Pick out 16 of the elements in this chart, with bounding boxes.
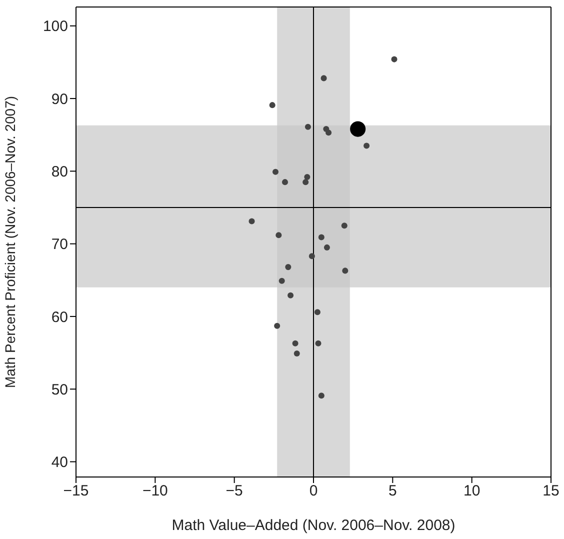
y-tick-label: 50	[51, 381, 68, 398]
y-tick-label: 100	[42, 18, 68, 36]
x-tick-label: 15	[542, 482, 560, 500]
x-tick-label: 0	[309, 482, 318, 500]
y-tick-label: 40	[51, 454, 68, 472]
y-tick-label: 90	[51, 90, 68, 108]
x-tick-label: −10	[142, 482, 168, 500]
x-tick-label: 5	[388, 482, 397, 500]
y-tick-label: 80	[51, 164, 68, 180]
x-tick-label: −5	[226, 482, 243, 500]
y-axis-title: Math Percent Proficient (Nov. 2006–Nov. 2007)	[2, 96, 18, 388]
y-tick-label: 60	[51, 308, 68, 326]
x-axis-title: Math Value–Added (Nov. 2006–Nov. 2008)	[172, 517, 456, 534]
y-tick-label: 70	[51, 236, 68, 254]
x-tick-label: 10	[463, 482, 480, 500]
x-tick-label: −15	[63, 482, 89, 500]
